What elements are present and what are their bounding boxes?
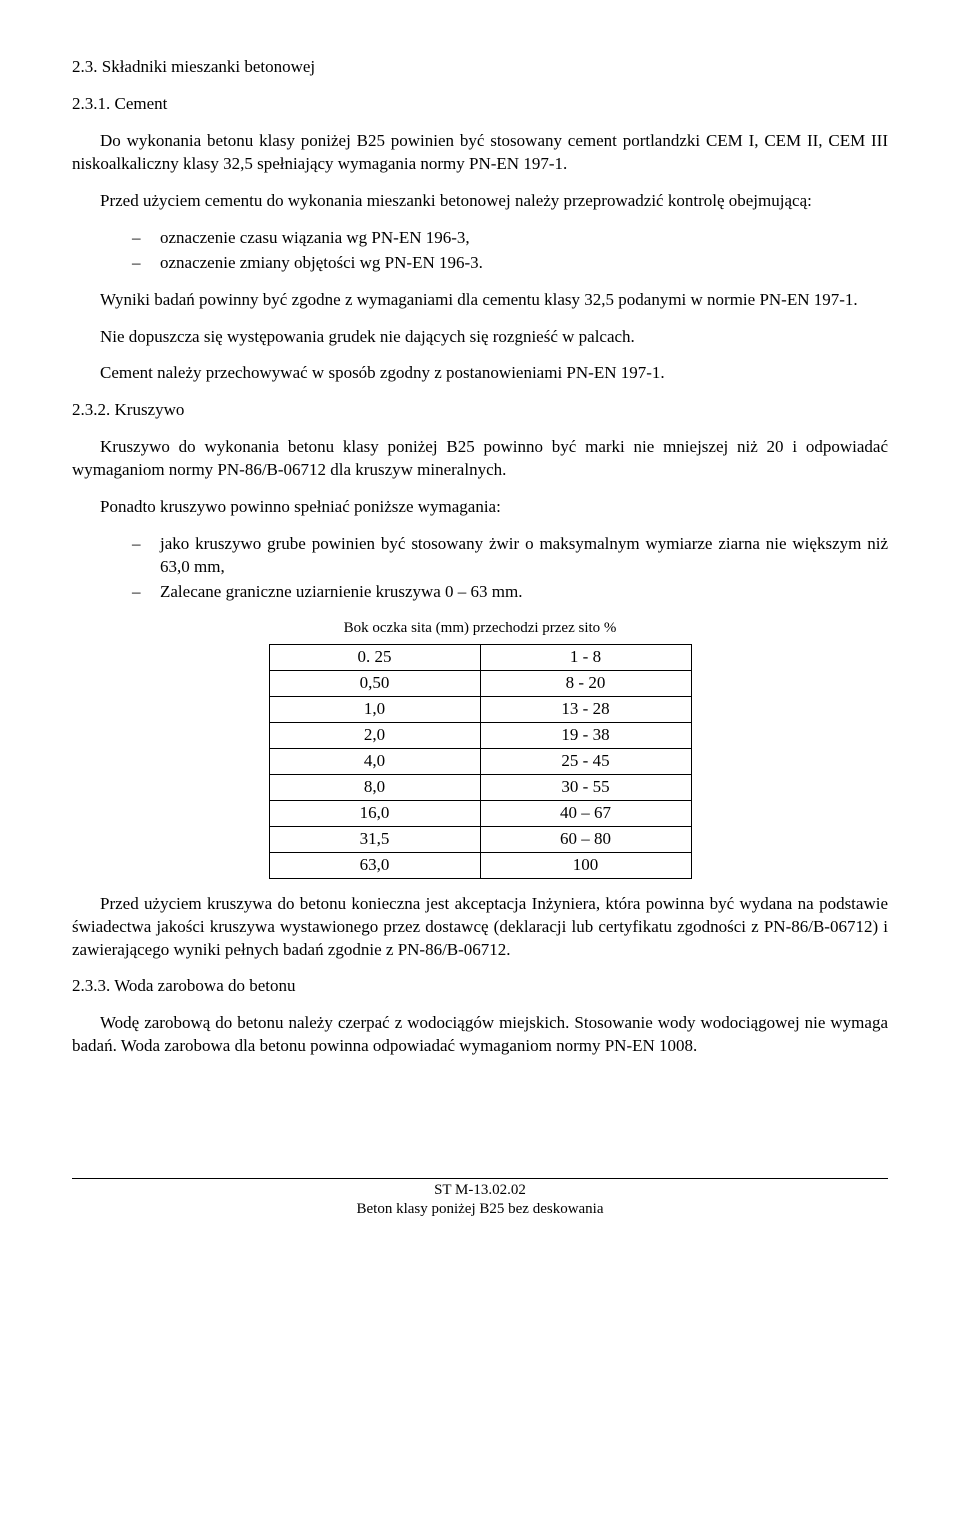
p-233-1: Wodę zarobową do betonu należy czerpać z… bbox=[72, 1012, 888, 1058]
table-row: 0. 251 - 8 bbox=[269, 645, 691, 671]
table-row: 63,0100 bbox=[269, 852, 691, 878]
table-row: 1,013 - 28 bbox=[269, 697, 691, 723]
p-232-2: Ponadto kruszywo powinno spełniać poniżs… bbox=[72, 496, 888, 519]
table-row: 0,508 - 20 bbox=[269, 671, 691, 697]
footer-line-2: Beton klasy poniżej B25 bez deskowania bbox=[72, 1200, 888, 1219]
table-cell: 40 – 67 bbox=[480, 800, 691, 826]
table-cell: 2,0 bbox=[269, 723, 480, 749]
table-cell: 8 - 20 bbox=[480, 671, 691, 697]
heading-2-3: 2.3. Składniki mieszanki betonowej bbox=[72, 56, 888, 79]
list-item: oznaczenie czasu wiązania wg PN-EN 196-3… bbox=[132, 227, 888, 250]
p-232-1: Kruszywo do wykonania betonu klasy poniż… bbox=[72, 436, 888, 482]
table-cell: 13 - 28 bbox=[480, 697, 691, 723]
page-footer: ST M-13.02.02 Beton klasy poniżej B25 be… bbox=[72, 1178, 888, 1219]
table-row: 4,025 - 45 bbox=[269, 748, 691, 774]
p-231-5: Cement należy przechowywać w sposób zgod… bbox=[72, 362, 888, 385]
table-cell: 25 - 45 bbox=[480, 748, 691, 774]
heading-2-3-2: 2.3.2. Kruszywo bbox=[72, 399, 888, 422]
table-cell: 63,0 bbox=[269, 852, 480, 878]
heading-2-3-1: 2.3.1. Cement bbox=[72, 93, 888, 116]
heading-2-3-3: 2.3.3. Woda zarobowa do betonu bbox=[72, 975, 888, 998]
list-231: oznaczenie czasu wiązania wg PN-EN 196-3… bbox=[72, 227, 888, 275]
table-cell: 100 bbox=[480, 852, 691, 878]
p-232-3: Przed użyciem kruszywa do betonu koniecz… bbox=[72, 893, 888, 962]
table-row: 8,030 - 55 bbox=[269, 774, 691, 800]
table-row: 2,019 - 38 bbox=[269, 723, 691, 749]
table-row: 31,560 – 80 bbox=[269, 826, 691, 852]
table-cell: 1 - 8 bbox=[480, 645, 691, 671]
table-cell: 0. 25 bbox=[269, 645, 480, 671]
table-cell: 19 - 38 bbox=[480, 723, 691, 749]
table-cell: 31,5 bbox=[269, 826, 480, 852]
table-cell: 0,50 bbox=[269, 671, 480, 697]
list-item: Zalecane graniczne uziarnienie kruszywa … bbox=[132, 581, 888, 604]
table-cell: 8,0 bbox=[269, 774, 480, 800]
sieve-table: 0. 251 - 80,508 - 201,013 - 282,019 - 38… bbox=[269, 644, 692, 878]
p-231-3: Wyniki badań powinny być zgodne z wymaga… bbox=[72, 289, 888, 312]
list-item: jako kruszywo grube powinien być stosowa… bbox=[132, 533, 888, 579]
p-231-2: Przed użyciem cementu do wykonania miesz… bbox=[72, 190, 888, 213]
p-231-4: Nie dopuszcza się występowania grudek ni… bbox=[72, 326, 888, 349]
table-caption: Bok oczka sita (mm) przechodzi przez sit… bbox=[72, 618, 888, 638]
table-cell: 30 - 55 bbox=[480, 774, 691, 800]
table-cell: 1,0 bbox=[269, 697, 480, 723]
table-cell: 60 – 80 bbox=[480, 826, 691, 852]
list-item: oznaczenie zmiany objętości wg PN-EN 196… bbox=[132, 252, 888, 275]
table-row: 16,040 – 67 bbox=[269, 800, 691, 826]
table-cell: 4,0 bbox=[269, 748, 480, 774]
list-232: jako kruszywo grube powinien być stosowa… bbox=[72, 533, 888, 604]
table-cell: 16,0 bbox=[269, 800, 480, 826]
footer-line-1: ST M-13.02.02 bbox=[72, 1181, 888, 1200]
p-231-1: Do wykonania betonu klasy poniżej B25 po… bbox=[72, 130, 888, 176]
